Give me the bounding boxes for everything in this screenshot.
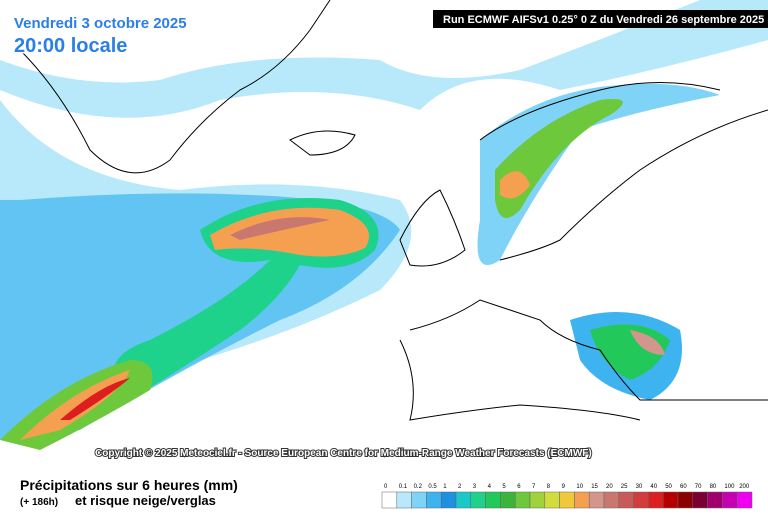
- legend-label: 3: [473, 484, 477, 490]
- legend-swatch: [529, 491, 546, 509]
- legend-swatch: [736, 491, 753, 509]
- legend-swatch: [722, 491, 738, 509]
- legend-label: 40: [650, 484, 657, 490]
- legend-label: 25: [621, 484, 628, 490]
- legend-label: 7: [532, 484, 536, 490]
- legend-label: 4: [488, 484, 492, 490]
- copyright: Copyright © 2025 Meteociel.fr - Source E…: [95, 448, 592, 459]
- legend-swatch: [588, 491, 605, 509]
- legend-label: 70: [695, 484, 702, 490]
- legend-title: Précipitations sur 6 heures (mm): [20, 477, 238, 493]
- legend-label: 30: [636, 484, 643, 490]
- legend-swatch: [544, 491, 560, 509]
- run-bar: [433, 10, 768, 28]
- legend-swatch: [559, 491, 575, 509]
- legend-label: 0.2: [414, 484, 423, 490]
- legend-swatch: [411, 491, 427, 509]
- run-info: Run ECMWF AIFSv1 0.25° 0 Z du Vendredi 2…: [443, 14, 764, 26]
- legend-label: 0.1: [399, 484, 408, 490]
- map: [0, 0, 768, 450]
- legend-swatch: [603, 491, 620, 509]
- colorbar: 0 0.1 0.2 0.5 1 2 3 4 5 6 7 8 9 10 15 20 25 30 40 50 60 70 80 1…: [381, 484, 753, 509]
- legend-swatch: [662, 491, 679, 509]
- legend-label: 0: [384, 484, 388, 490]
- legend-label: 60: [680, 484, 687, 490]
- legend-subtitle: et risque neige/verglas: [75, 493, 216, 508]
- legend-label: 20: [606, 484, 613, 490]
- legend-swatch: [574, 491, 590, 509]
- legend-swatch: [648, 491, 664, 509]
- legend-label: 50: [665, 484, 672, 490]
- legend-label: 10: [576, 484, 583, 490]
- time: 20:00 locale: [14, 35, 127, 57]
- legend-swatch: [707, 491, 723, 509]
- legend-swatch: [485, 491, 501, 509]
- legend-label: 100: [724, 484, 735, 490]
- legend-swatch: [618, 491, 634, 509]
- legend-label: 0.5: [428, 484, 437, 490]
- legend-label: 200: [739, 484, 750, 490]
- date: Vendredi 3 octobre 2025: [14, 15, 187, 32]
- legend-lead: (+ 186h): [20, 497, 58, 508]
- legend-label: 80: [710, 484, 717, 490]
- legend-label: 2: [458, 484, 462, 490]
- legend-swatch: [677, 491, 694, 509]
- legend-swatch: [692, 491, 708, 509]
- legend-label: 9: [562, 484, 566, 490]
- legend-swatch: [514, 491, 531, 509]
- legend-swatch: [426, 491, 442, 509]
- legend-swatch: [381, 491, 398, 509]
- legend-swatch: [455, 491, 472, 509]
- legend-label: 6: [517, 484, 521, 490]
- legend-label: 8: [547, 484, 551, 490]
- legend-label: 15: [591, 484, 598, 490]
- legend-label: 5: [502, 484, 506, 490]
- legend-swatch: [500, 491, 516, 509]
- legend-swatch: [633, 491, 649, 509]
- legend-label: 1: [443, 484, 447, 490]
- legend-swatch: [440, 491, 457, 509]
- legend-swatch: [470, 491, 486, 509]
- legend-swatch: [396, 491, 412, 509]
